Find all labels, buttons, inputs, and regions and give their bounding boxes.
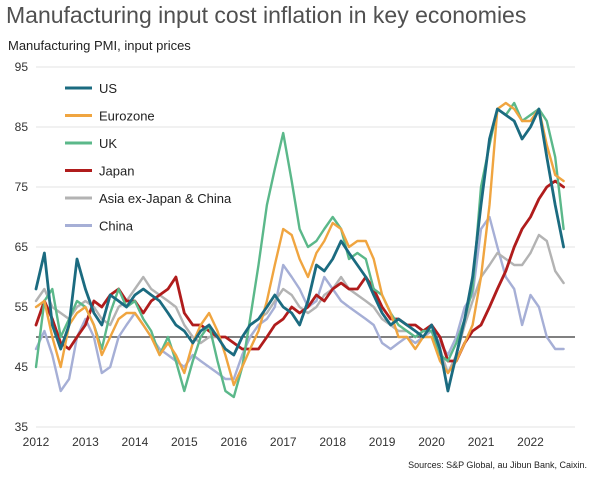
legend-label: China [99, 219, 134, 234]
x-tick-label: 2013 [72, 435, 99, 449]
chart-title: Manufacturing input cost inflation in ke… [6, 2, 527, 28]
legend: US Eurozone UK Japan Asia ex-Japan & China Ch… [65, 81, 232, 234]
series-line-us [34, 107, 565, 393]
series-lines [34, 101, 565, 399]
x-tick-label: 2012 [23, 435, 50, 449]
legend-label: Asia ex-Japan & China [99, 191, 232, 206]
legend-label: UK [99, 136, 117, 151]
x-tick-label: 2015 [171, 435, 198, 449]
x-tick-label: 2014 [122, 435, 149, 449]
y-tick-label: 75 [15, 180, 29, 194]
x-tick-label: 2017 [270, 435, 297, 449]
legend-label: US [99, 81, 117, 96]
y-tick-label: 95 [15, 60, 29, 74]
series-line-japan [34, 179, 565, 363]
series-line-china [34, 215, 565, 393]
y-tick-label: 55 [15, 300, 29, 314]
x-tick-label: 2016 [220, 435, 247, 449]
y-tick-label: 85 [15, 120, 29, 134]
x-tick-label: 2022 [517, 435, 544, 449]
x-tick-label: 2018 [319, 435, 346, 449]
source-note: Sources: S&P Global, au Jibun Bank, Caix… [408, 460, 587, 470]
series-line-eurozone [34, 101, 565, 387]
y-tick-label: 35 [15, 420, 29, 434]
x-tick-labels: 2012 2013 2014 2015 2016 2017 2018 2019 2020 2021… [23, 435, 545, 449]
x-tick-label: 2020 [418, 435, 445, 449]
x-tick-label: 2019 [369, 435, 396, 449]
x-tick-label: 2021 [468, 435, 495, 449]
y-axis-label: Manufacturing PMI, input prices [8, 38, 191, 53]
y-tick-label: 45 [15, 360, 29, 374]
y-tick-labels: 35 45 55 65 75 85 95 [15, 60, 29, 434]
legend-label: Eurozone [99, 109, 155, 124]
legend-label: Japan [99, 164, 134, 179]
y-tick-label: 65 [15, 240, 29, 254]
